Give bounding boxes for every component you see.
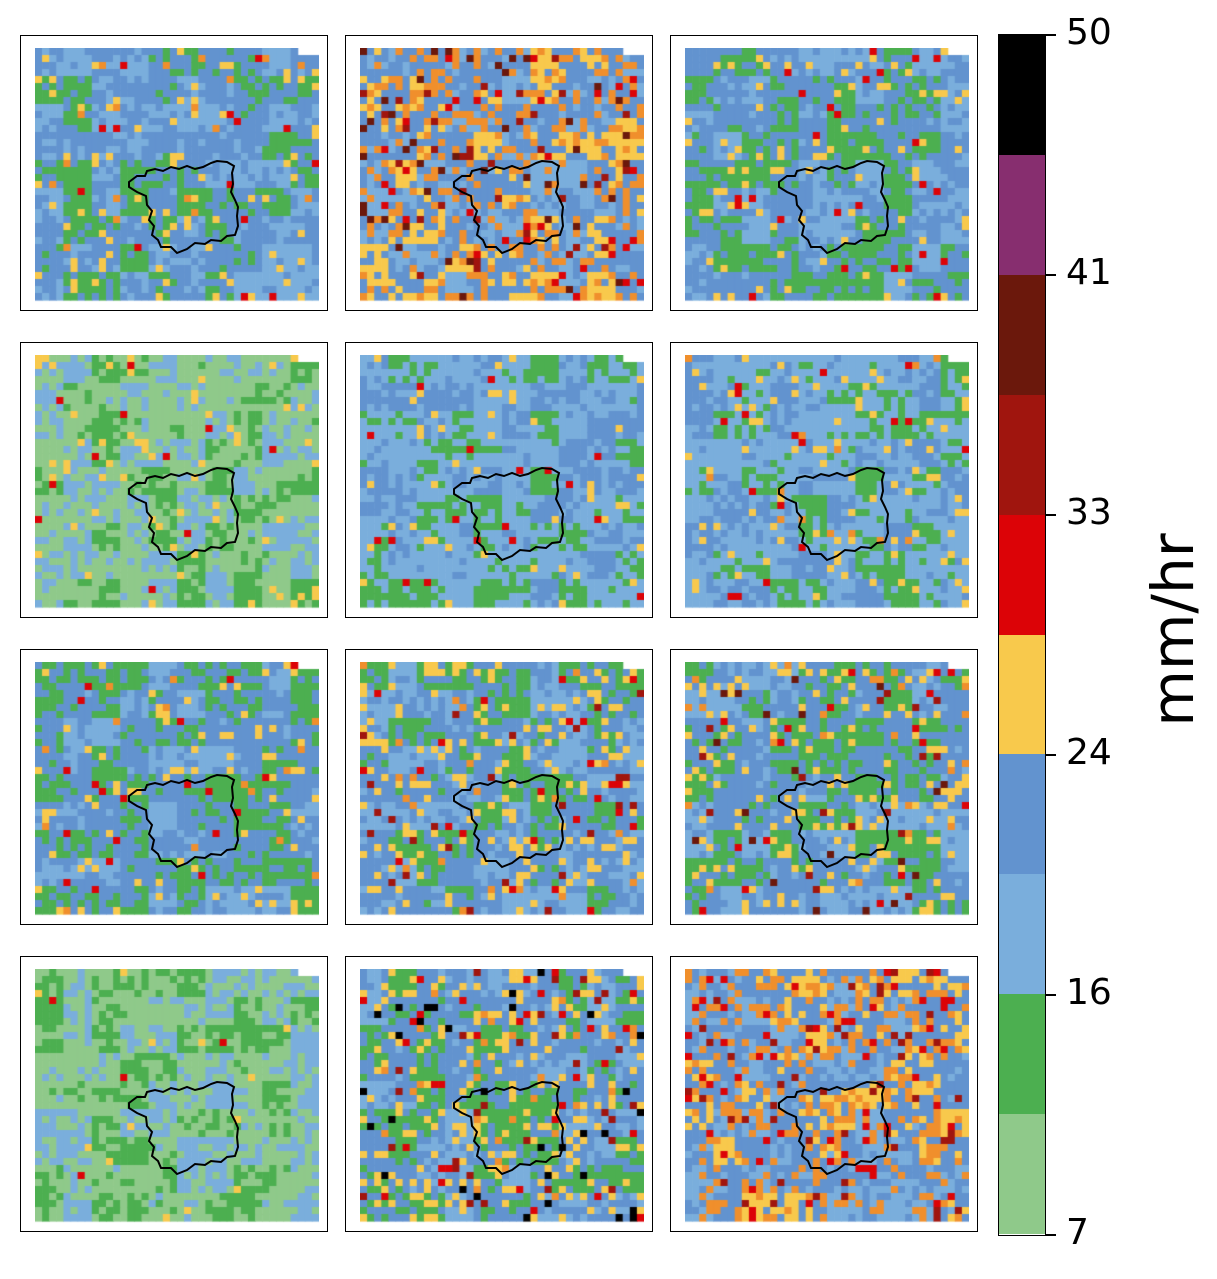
colorbar-tick-label: 24	[1066, 732, 1112, 773]
precipitation-raster	[685, 355, 969, 609]
basin-outline-layer	[453, 1080, 565, 1176]
map-panel	[20, 649, 328, 925]
basin-outline	[453, 466, 565, 562]
colorbar-unit-label: mm/hr	[1139, 533, 1207, 727]
precipitation-raster	[685, 48, 969, 302]
basin-outline-layer	[128, 466, 240, 562]
colorbar-tick	[1046, 34, 1056, 36]
basin-outline-layer	[453, 773, 565, 869]
colorbar-tick-label: 16	[1066, 972, 1112, 1013]
precipitation-raster	[35, 355, 319, 609]
basin-outline	[128, 1080, 240, 1176]
map-panel	[345, 35, 653, 311]
precipitation-raster	[360, 355, 644, 609]
colorbar-tick-label: 41	[1066, 252, 1112, 293]
basin-outline	[453, 159, 565, 255]
precipitation-raster	[35, 48, 319, 302]
basin-outline-layer	[128, 159, 240, 255]
basin-outline	[453, 1080, 565, 1176]
basin-outline-layer	[453, 466, 565, 562]
map-panel	[345, 342, 653, 618]
map-panel	[670, 649, 978, 925]
basin-outline-layer	[128, 773, 240, 869]
map-panel	[670, 35, 978, 311]
colorbar-unit-label-wrap: mm/hr	[1138, 440, 1208, 820]
map-panel	[670, 956, 978, 1232]
basin-outline-layer	[778, 1080, 890, 1176]
colorbar-tick-label: 33	[1066, 492, 1112, 533]
colorbar	[998, 34, 1046, 1236]
precipitation-raster	[360, 48, 644, 302]
basin-outline	[778, 773, 890, 869]
precipitation-raster	[685, 662, 969, 916]
map-panel	[670, 342, 978, 618]
basin-outline	[453, 773, 565, 869]
precipitation-raster	[360, 969, 644, 1223]
colorbar-segment	[999, 394, 1045, 516]
map-panel	[345, 956, 653, 1232]
colorbar-segment	[999, 154, 1045, 276]
precipitation-raster	[35, 662, 319, 916]
colorbar-tick	[1046, 514, 1056, 516]
colorbar-tick	[1046, 274, 1056, 276]
basin-outline-layer	[128, 1080, 240, 1176]
map-panel-grid	[20, 35, 978, 1232]
colorbar-segment	[999, 994, 1045, 1115]
colorbar-segment	[999, 874, 1045, 995]
colorbar-tick	[1046, 994, 1056, 996]
basin-outline	[778, 159, 890, 255]
precipitation-raster	[35, 969, 319, 1223]
map-panel	[20, 342, 328, 618]
map-panel	[20, 35, 328, 311]
precipitation-raster	[360, 662, 644, 916]
colorbar-segment	[999, 634, 1045, 755]
precipitation-raster	[685, 969, 969, 1223]
colorbar-segment	[999, 35, 1045, 156]
colorbar-tick-label: 7	[1066, 1212, 1089, 1253]
basin-outline-layer	[778, 159, 890, 255]
colorbar-tick	[1046, 1234, 1056, 1236]
basin-outline-layer	[778, 466, 890, 562]
basin-outline	[778, 1080, 890, 1176]
basin-outline	[128, 773, 240, 869]
colorbar-tick	[1046, 754, 1056, 756]
colorbar-tick-label: 50	[1066, 12, 1112, 53]
basin-outline	[128, 159, 240, 255]
colorbar-segment	[999, 514, 1045, 635]
basin-outline-layer	[453, 159, 565, 255]
map-panel	[345, 649, 653, 925]
basin-outline-layer	[778, 773, 890, 869]
colorbar-segment	[999, 1114, 1045, 1235]
colorbar-segment	[999, 274, 1045, 396]
basin-outline	[128, 466, 240, 562]
colorbar-segment	[999, 754, 1045, 875]
map-panel	[20, 956, 328, 1232]
basin-outline	[778, 466, 890, 562]
